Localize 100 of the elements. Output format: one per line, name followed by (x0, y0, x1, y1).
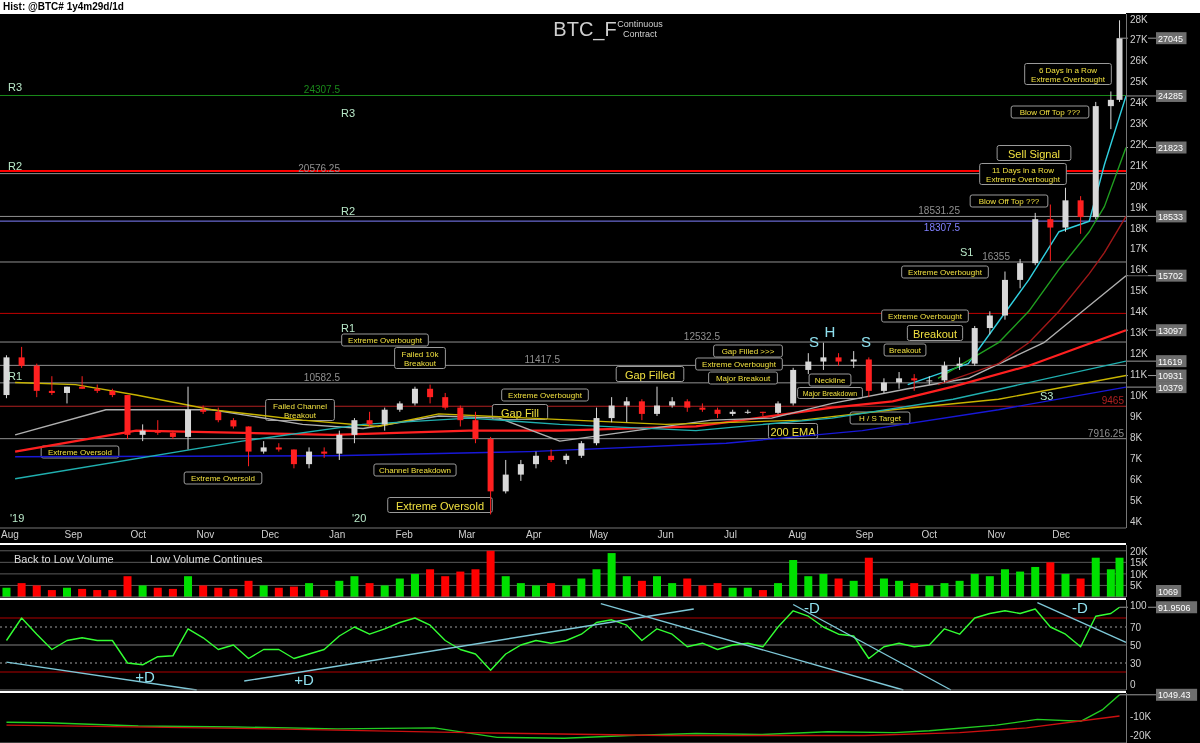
annotation: Low Volume Continues (150, 553, 264, 565)
annotation: Extreme Overbought (508, 391, 583, 400)
y-tick-label: 70 (1130, 622, 1142, 633)
annotation: Extreme Oversold (190, 474, 256, 483)
x-tick-label: Oct (130, 529, 147, 540)
annotation: 21823 (1158, 143, 1184, 154)
annotation: Blow Off Top ??? (1019, 108, 1081, 117)
x-tick-label: Feb (395, 529, 414, 540)
x-tick-label: Oct (921, 529, 938, 540)
annotation: '19 (10, 511, 25, 524)
y-tick-label: 11K (1130, 369, 1148, 381)
y-tick-label: 17K (1130, 243, 1149, 255)
x-tick-label: Sep (64, 529, 83, 540)
annotation: S3 (1040, 389, 1054, 402)
annotation: Major Breakout (715, 374, 771, 383)
x-tick-label: Aug (1, 529, 19, 540)
y-tick-label: 10K (1130, 568, 1149, 580)
ref-line-label: 16355 (982, 251, 1011, 262)
annotation: Channel Breakdown (378, 466, 452, 475)
annotation: Failed 10k Breakout (401, 349, 440, 368)
annotation: 200 EMA (770, 425, 817, 438)
chart-title: BTC_F (553, 18, 617, 41)
ref-line-label: 10582.5 (303, 371, 341, 383)
ref-line-label: 9465 (1101, 395, 1125, 407)
annotation: Back to Low Volume (14, 553, 114, 565)
annotation: 27045 (1158, 33, 1184, 44)
x-tick-label: Jan (329, 529, 346, 540)
y-tick-label: 14K (1130, 306, 1149, 318)
ref-line-label: 11417.5 (524, 354, 561, 366)
y-tick-label: 13K (1130, 327, 1149, 339)
annotation: 15702 (1158, 271, 1184, 282)
y-tick-label: 16K (1130, 264, 1149, 276)
annotation: S (860, 333, 872, 351)
annotation: Extreme Overbought (908, 268, 983, 277)
y-tick-label: 18K (1130, 222, 1149, 234)
y-tick-label: 20K (1130, 545, 1149, 557)
text: 1069 (1158, 586, 1179, 597)
y-tick-label: 8K (1130, 431, 1143, 443)
y-tick-label: 7K (1130, 452, 1143, 464)
annotation: R2 (341, 204, 356, 217)
annotation: R3 (8, 80, 23, 93)
x-tick-label: Mar (458, 529, 477, 540)
annotation: Extreme Oversold (395, 499, 485, 512)
x-tick-label: Jul (724, 529, 737, 540)
y-tick-label: -10K (1130, 710, 1152, 722)
annotation: +D (135, 668, 155, 686)
annotation: Extreme Overbought (348, 336, 423, 345)
annotation: Failed Channel Breakout (273, 401, 328, 420)
x-tick-label: Dec (1052, 529, 1071, 540)
y-tick-label: 19K (1130, 201, 1149, 213)
ref-line-label: 18307.5 (923, 222, 961, 234)
annotation: '20 (352, 511, 367, 524)
x-tick-label: Nov (196, 529, 215, 540)
y-tick-label: 23K (1130, 117, 1149, 129)
annotation: 10379 (1158, 382, 1184, 393)
annotation: R3 (341, 106, 356, 119)
y-tick-label: 27K (1130, 34, 1149, 46)
annotation: H (824, 323, 836, 341)
annotation: 18533 (1158, 211, 1184, 222)
ref-line-label: 18531.25 (918, 205, 961, 217)
annotation: Gap Filled (624, 368, 676, 381)
x-tick-label: Jun (657, 529, 674, 540)
annotation: R1 (341, 321, 356, 334)
y-tick-label: 50 (1130, 640, 1142, 651)
annotation: Extreme Oversold (47, 448, 113, 457)
y-tick-label: 0 (1130, 679, 1136, 690)
annotation: 11 Days in a Row Extreme Overbought (986, 165, 1061, 184)
annotation: +D (294, 671, 314, 689)
y-tick-label: 10K (1130, 390, 1149, 402)
annotation: H / S Target (858, 414, 902, 423)
y-tick-label: 28K (1130, 14, 1149, 25)
y-tick-label: 6K (1130, 473, 1143, 485)
annotation: Breakout (912, 327, 958, 340)
annotation: 11619 (1158, 356, 1183, 367)
annotation: Gap Fill (501, 406, 539, 419)
annotation: Sell Signal (1008, 147, 1060, 160)
y-tick-label: 9K (1130, 410, 1143, 422)
annotation: 91.9506 (1158, 602, 1191, 613)
y-tick-label: 21K (1130, 159, 1149, 171)
y-tick-label: 15K (1130, 557, 1149, 569)
y-tick-label: 26K (1130, 55, 1149, 67)
ref-line-label: 24307.5 (303, 84, 341, 96)
annotation: 6 Days in a Row Extreme Overbought (1031, 65, 1106, 84)
y-tick-label: 5K (1130, 580, 1143, 592)
annotation: Extreme Overbought (702, 360, 777, 369)
annotation: -D (1072, 599, 1089, 617)
x-tick-label: Dec (261, 529, 280, 540)
annotation: -D (804, 599, 821, 617)
annotation: 24285 (1158, 91, 1184, 102)
y-tick-label: 22K (1130, 138, 1149, 150)
annotation: R2 (8, 159, 23, 172)
annotation: R1 (8, 369, 23, 382)
x-tick-label: Apr (526, 529, 543, 540)
y-tick-label: 20K (1130, 180, 1149, 192)
y-tick-label: 30 (1130, 658, 1142, 669)
annotation: 1049.43 (1158, 690, 1191, 701)
y-tick-label: 12K (1130, 348, 1149, 360)
y-tick-label: 25K (1130, 76, 1149, 87)
x-tick-label: Sep (855, 529, 874, 540)
y-tick-label: 5K (1130, 494, 1143, 506)
